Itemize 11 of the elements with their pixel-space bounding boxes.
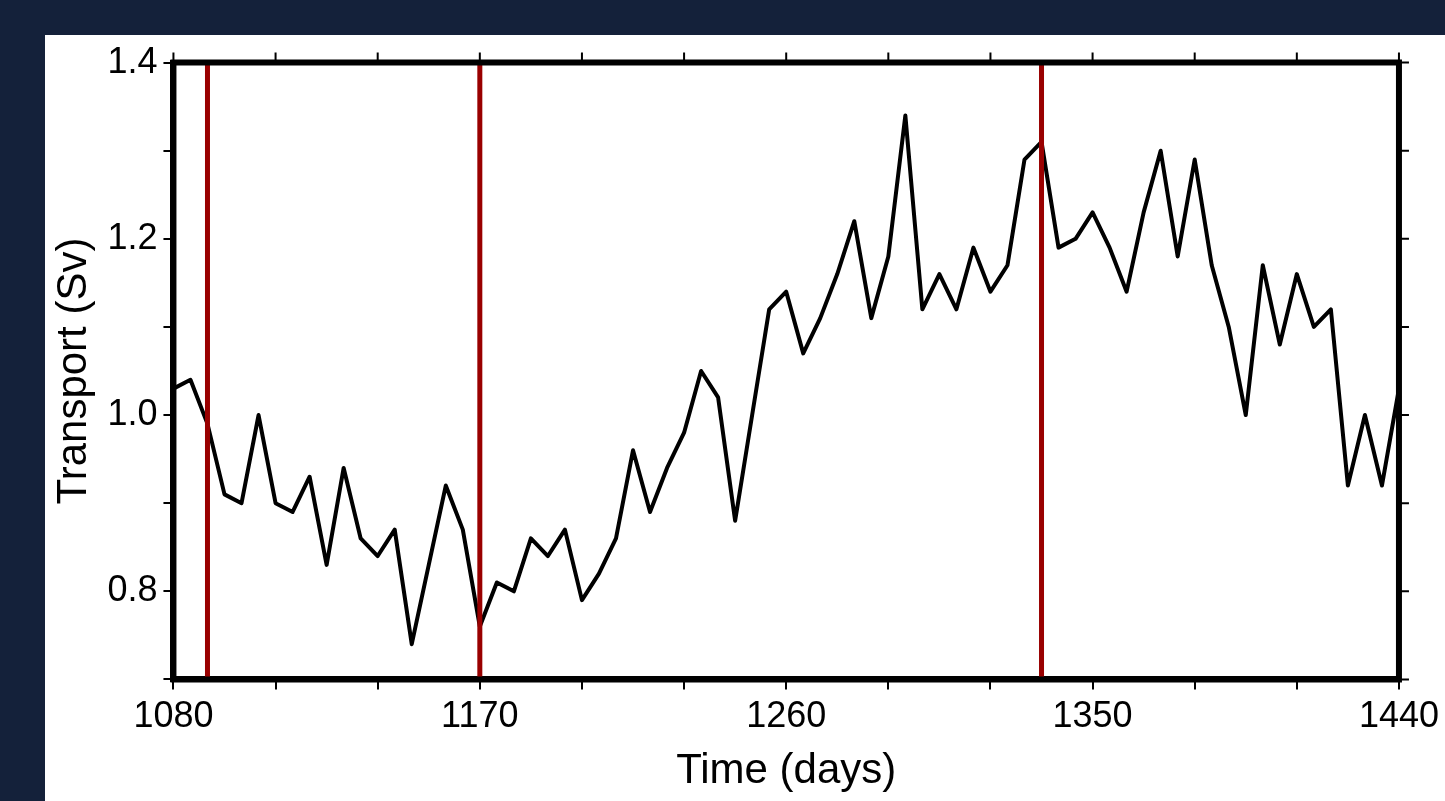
x-tick-label: 1440 — [1358, 693, 1439, 735]
x-tick-label: 1260 — [746, 693, 827, 735]
y-axis-title: Transport (Sv) — [47, 237, 95, 505]
x-tick-label: 1080 — [133, 693, 214, 735]
y-tick-label: 0.8 — [107, 568, 158, 610]
y-tick-label: 1.2 — [107, 215, 158, 257]
y-tick-label: 1.4 — [107, 39, 158, 81]
x-axis-title: Time (days) — [676, 745, 897, 793]
x-tick-label: 1350 — [1052, 693, 1133, 735]
x-tick-label: 1170 — [441, 693, 519, 735]
y-tick-label: 1.0 — [107, 391, 158, 433]
